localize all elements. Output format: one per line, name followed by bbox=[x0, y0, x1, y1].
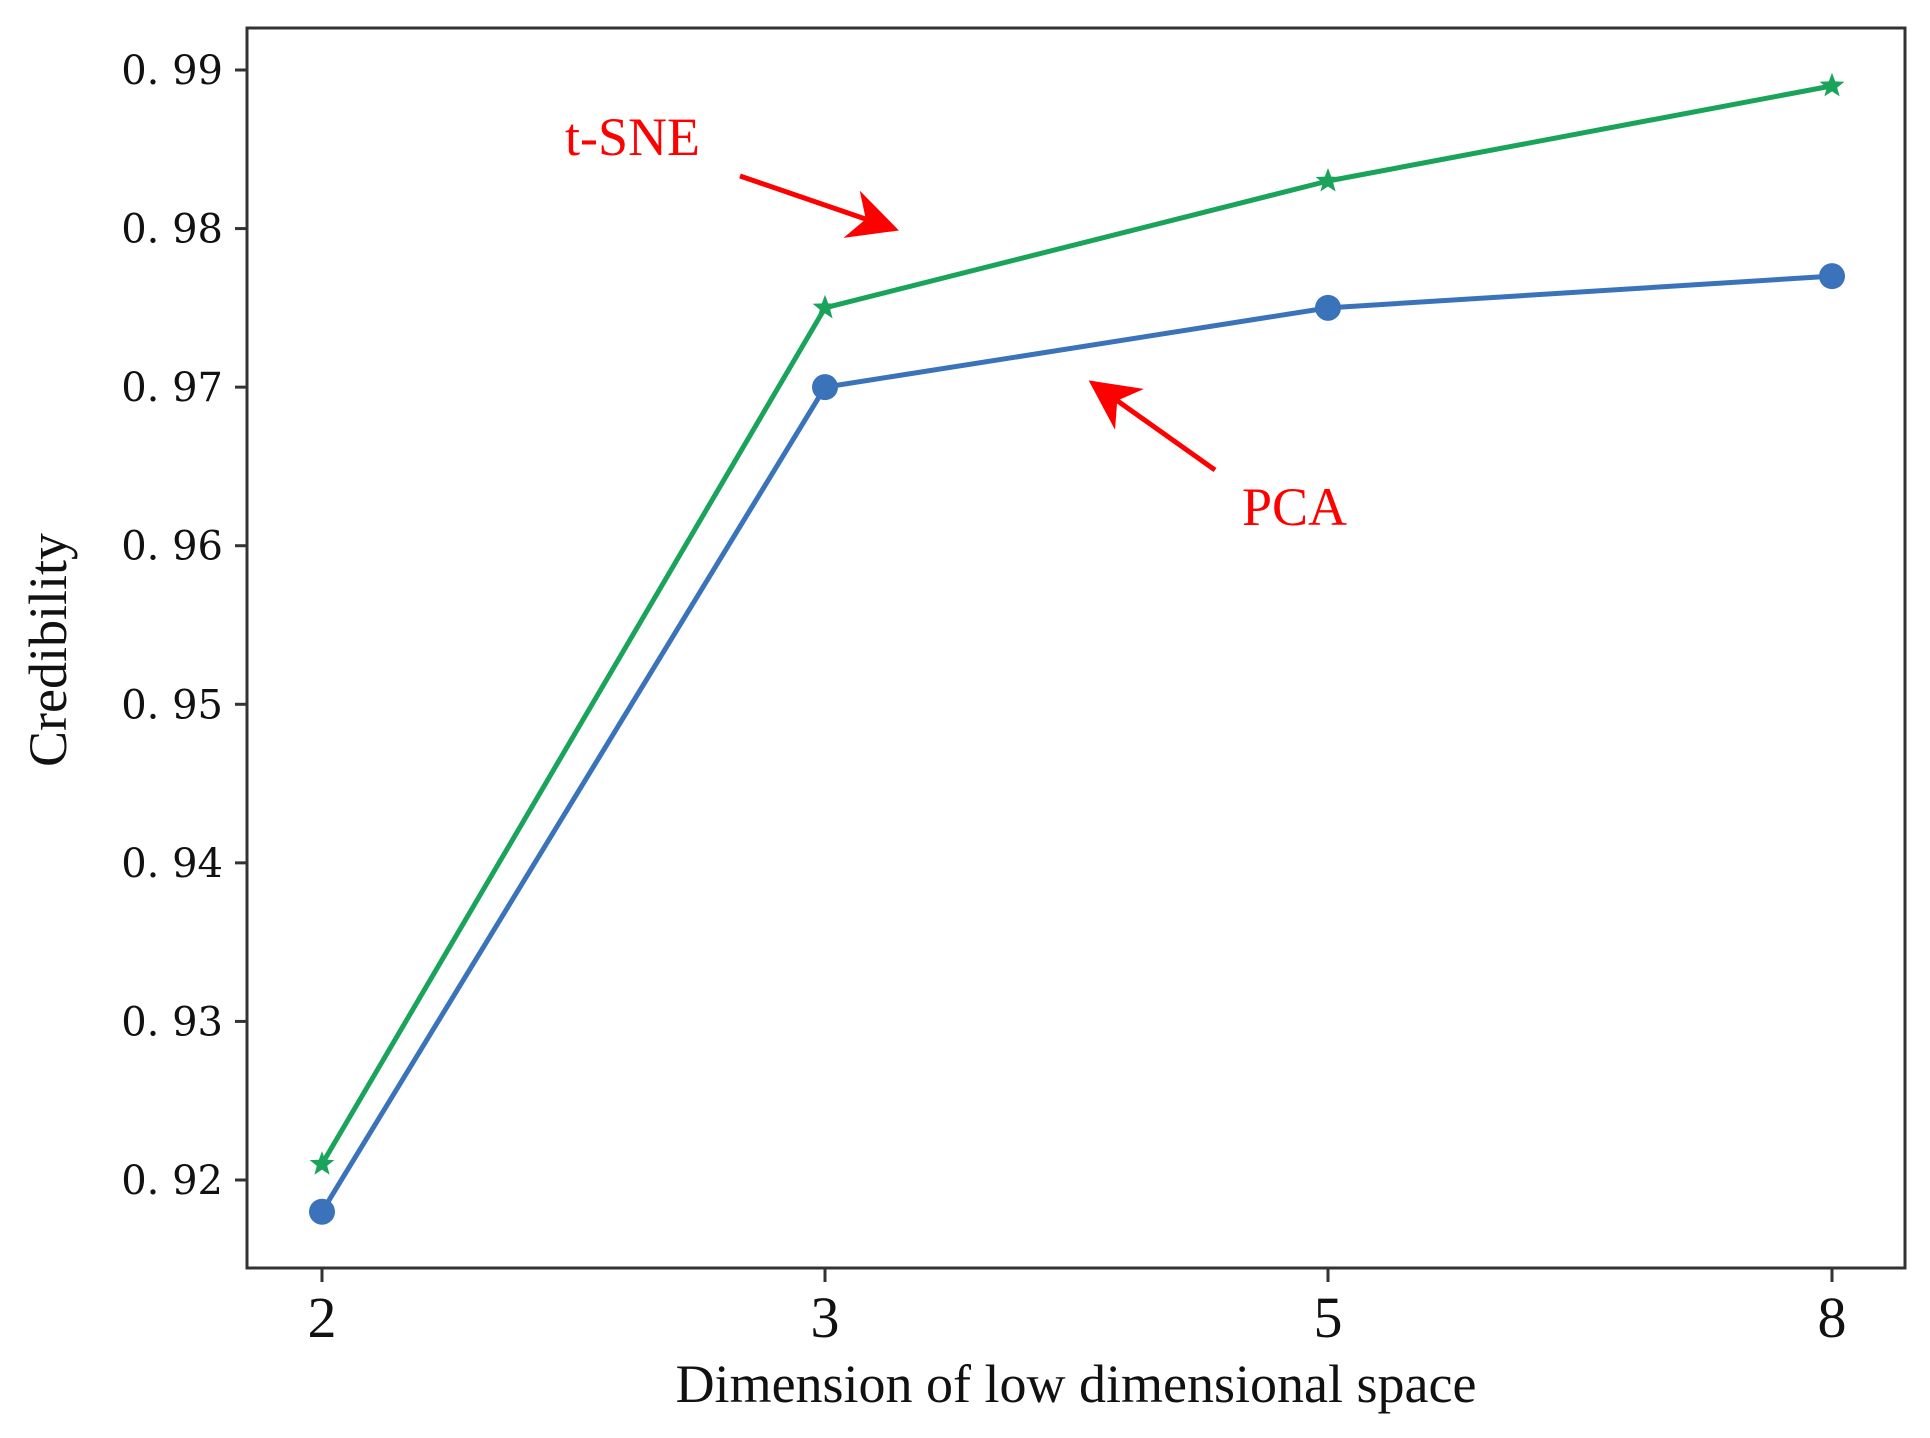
y-tick-label: 0. 93 bbox=[121, 999, 223, 1045]
annotation-arrow-pca bbox=[1088, 380, 1217, 473]
x-tick-label: 5 bbox=[1314, 1285, 1343, 1350]
series-layer bbox=[309, 72, 1845, 1225]
y-tick-label: 0. 97 bbox=[121, 365, 223, 411]
data-point-pca bbox=[1819, 263, 1845, 290]
data-point-t-sne bbox=[1819, 72, 1845, 97]
data-point-t-sne bbox=[309, 1151, 335, 1175]
x-tick-label: 8 bbox=[1818, 1285, 1847, 1350]
data-point-pca bbox=[309, 1198, 335, 1225]
annotation-arrow-t-sne bbox=[739, 173, 899, 238]
data-point-pca bbox=[812, 374, 838, 401]
y-axis-label: Credibility bbox=[18, 533, 78, 767]
y-tick-label: 0. 99 bbox=[121, 48, 223, 94]
data-point-t-sne bbox=[1315, 168, 1341, 192]
x-tick-label: 2 bbox=[308, 1285, 337, 1350]
plot-frame bbox=[245, 26, 1907, 1270]
y-tick-label: 0. 98 bbox=[121, 207, 223, 253]
y-tick-label: 0. 94 bbox=[121, 841, 223, 887]
x-axis: 2 3 5 8 bbox=[308, 1268, 1847, 1350]
data-point-t-sne bbox=[812, 294, 838, 319]
y-axis: 0. 92 0. 93 0. 94 0. 95 0. 96 0. 97 0. 98 0. 99 bbox=[121, 48, 247, 1204]
x-tick-label: 3 bbox=[811, 1285, 840, 1350]
series-line-t-sne bbox=[319, 83, 1833, 1166]
annotation-label-pca: PCA bbox=[1242, 477, 1347, 537]
annotation-layer: t-SNE PCA bbox=[565, 107, 1347, 537]
data-point-pca bbox=[1315, 294, 1341, 321]
y-tick-label: 0. 92 bbox=[121, 1158, 223, 1204]
y-tick-label: 0. 95 bbox=[121, 682, 223, 728]
y-tick-label: 0. 96 bbox=[121, 524, 223, 570]
x-axis-label: Dimension of low dimensional space bbox=[676, 1354, 1477, 1414]
annotation-label-t-sne: t-SNE bbox=[565, 107, 700, 167]
series-line-pca bbox=[319, 273, 1833, 1214]
